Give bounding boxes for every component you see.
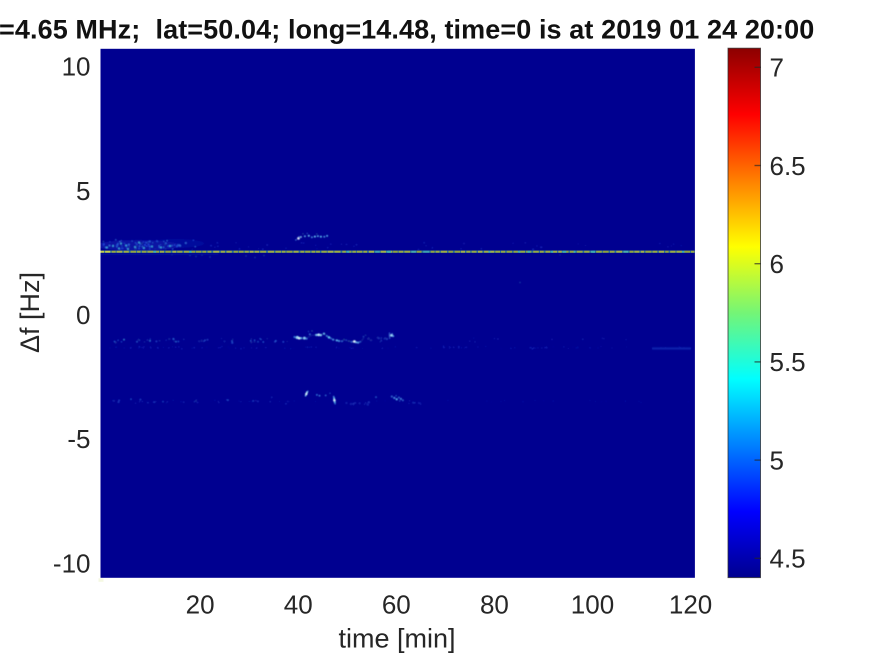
svg-text:5: 5 <box>770 445 784 475</box>
svg-text:5: 5 <box>76 176 90 206</box>
svg-text:60: 60 <box>382 589 411 619</box>
svg-text:80: 80 <box>480 589 509 619</box>
svg-text:120: 120 <box>669 589 712 619</box>
svg-text:6.5: 6.5 <box>770 151 806 181</box>
svg-text:5.5: 5.5 <box>770 347 806 377</box>
svg-text:Δf [Hz]: Δf [Hz] <box>15 272 45 353</box>
svg-text:20: 20 <box>186 589 215 619</box>
svg-text:4.5: 4.5 <box>770 544 806 574</box>
svg-text:7: 7 <box>770 53 784 83</box>
svg-text:40: 40 <box>284 589 313 619</box>
svg-text:time [min]: time [min] <box>338 624 455 654</box>
svg-text:=4.65 MHz; lat=50.04; long=14: =4.65 MHz; lat=50.04; long=14.48, time=0… <box>0 15 814 45</box>
svg-text:100: 100 <box>571 589 614 619</box>
svg-text:-10: -10 <box>53 548 91 578</box>
svg-text:-5: -5 <box>67 424 90 454</box>
svg-text:0: 0 <box>76 300 90 330</box>
svg-text:6: 6 <box>770 249 784 279</box>
svg-text:10: 10 <box>62 51 91 81</box>
